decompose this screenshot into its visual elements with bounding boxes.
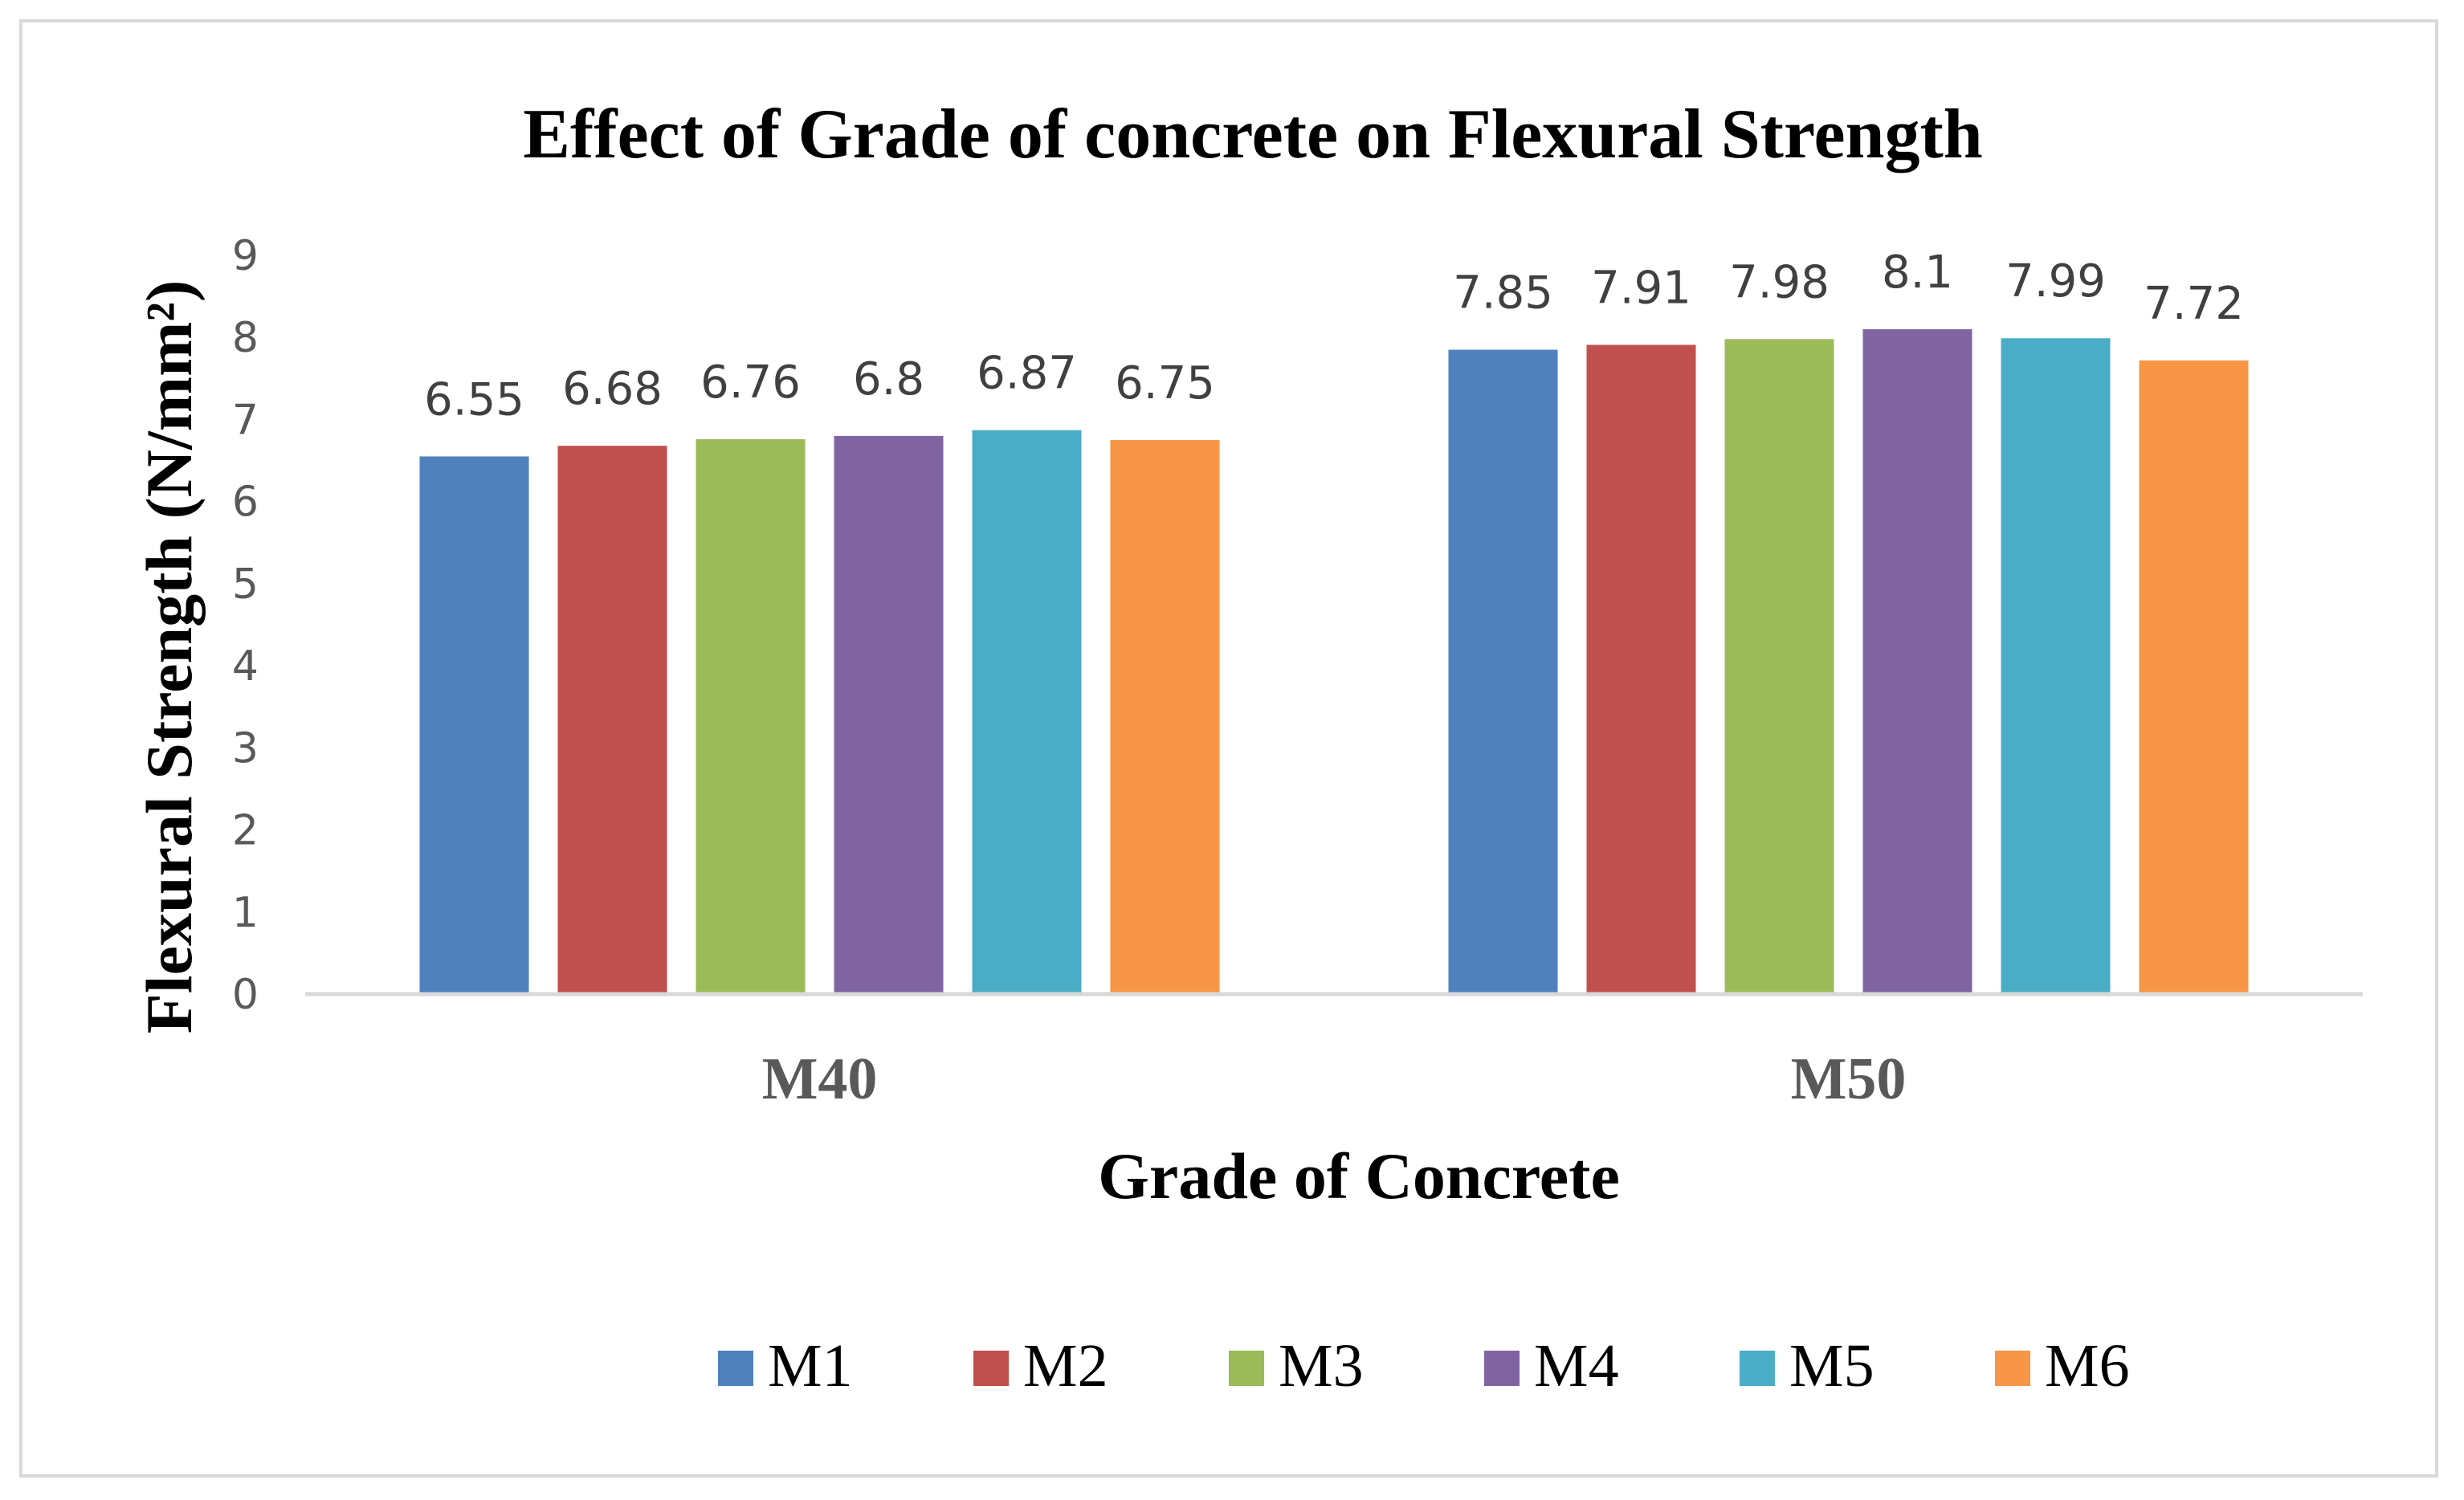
x-category-label-m50: M50 <box>1791 1046 1907 1112</box>
bar-m40-m2 <box>557 446 667 994</box>
data-label: 6.55 <box>424 373 524 426</box>
bar-m40-m1 <box>419 456 529 994</box>
y-tick-label: 5 <box>232 560 259 609</box>
data-label: 6.87 <box>977 348 1077 400</box>
data-label: 6.76 <box>700 357 801 409</box>
legend-label-m5: M5 <box>1789 1332 1875 1400</box>
legend: M1 M2 M3 M4 M5 M6 <box>718 1332 2130 1400</box>
legend-label-m2: M2 <box>1023 1332 1108 1400</box>
chart-frame: Effect of Grade of concrete on Flexural … <box>19 19 2438 1478</box>
y-axis-title: Flexural Strength (N/mm²) <box>133 280 206 1034</box>
legend-swatch-m1 <box>718 1351 753 1386</box>
bar-m50-m2 <box>1586 344 1696 994</box>
chart-title: Effect of Grade of concrete on Flexural … <box>523 96 1982 173</box>
data-label: 6.68 <box>562 363 663 415</box>
y-tick-label: 8 <box>232 314 259 362</box>
y-tick-label: 1 <box>232 889 259 937</box>
y-tick-label: 3 <box>232 724 259 772</box>
legend-swatch-m2 <box>973 1351 1009 1386</box>
data-label: 7.72 <box>2144 278 2244 330</box>
legend-label-m3: M3 <box>1279 1332 1364 1400</box>
bar-m40-m6 <box>1110 440 1220 994</box>
y-tick-label: 9 <box>232 232 259 280</box>
data-label: 6.8 <box>853 353 924 406</box>
legend-swatch-m4 <box>1484 1351 1520 1386</box>
bar-m50-m3 <box>1724 339 1834 994</box>
y-tick-label: 0 <box>232 971 259 1019</box>
bar-m50-m1 <box>1448 349 1558 994</box>
chart-svg: Effect of Grade of concrete on Flexural … <box>133 96 2363 1400</box>
legend-label-m4: M4 <box>1534 1332 1619 1400</box>
legend-swatch-m3 <box>1229 1351 1264 1386</box>
y-tick-label: 2 <box>232 807 259 855</box>
legend-label-m1: M1 <box>768 1332 853 1400</box>
plot-area: 0 1 2 3 4 5 6 7 8 9 6.55 6.68 6.76 6.8 6.87 6.75 M40 7.85… <box>232 232 2363 1112</box>
bar-m40-m3 <box>696 438 806 994</box>
data-label: 8.1 <box>1882 247 1953 299</box>
bar-m50-m4 <box>1862 329 1972 994</box>
y-tick-label: 4 <box>232 642 259 691</box>
y-tick-label: 7 <box>232 396 259 444</box>
data-label: 6.75 <box>1115 357 1215 410</box>
bar-m50-m6 <box>2139 360 2249 994</box>
bar-m50-m5 <box>2001 338 2111 994</box>
legend-swatch-m6 <box>1995 1351 2030 1386</box>
data-label: 7.91 <box>1591 262 1691 314</box>
data-label: 7.98 <box>1729 256 1830 308</box>
bar-m40-m4 <box>834 435 944 994</box>
y-tick-label: 6 <box>232 479 259 527</box>
x-axis-title: Grade of Concrete <box>1098 1139 1620 1213</box>
legend-swatch-m5 <box>1740 1351 1775 1386</box>
data-label: 7.99 <box>2005 255 2106 308</box>
legend-label-m6: M6 <box>2045 1332 2130 1400</box>
x-category-label-m40: M40 <box>762 1046 878 1112</box>
bar-m40-m5 <box>972 430 1082 994</box>
data-label: 7.85 <box>1453 267 1553 320</box>
